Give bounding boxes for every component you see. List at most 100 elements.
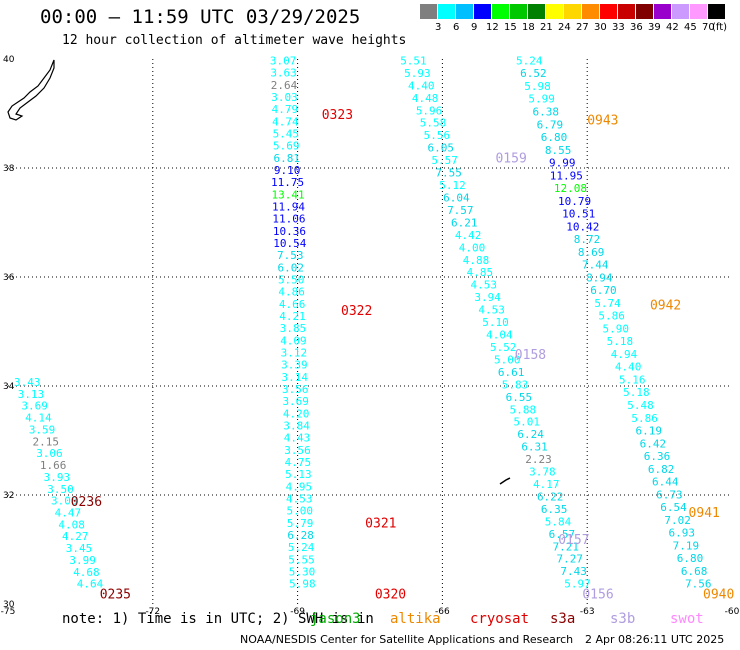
wave-height-value: 4.04 [486, 329, 513, 342]
wave-height-value: 10.36 [273, 225, 306, 238]
wave-height-value: 4.75 [285, 456, 312, 469]
legend-label: 42 [666, 22, 679, 33]
wave-height-value: 11.94 [272, 200, 305, 213]
coastline [7, 59, 55, 121]
wave-height-value: 5.18 [623, 386, 650, 399]
footer-note: note: 1) Time is in UTC; 2) SWH is in [62, 611, 374, 627]
wave-height-value: 3.93 [44, 471, 71, 484]
wave-height-value: 6.79 [537, 118, 564, 131]
wave-height-value: 11.06 [272, 213, 305, 226]
wave-height-value: 3.59 [29, 423, 56, 436]
wave-height-value: 5.10 [482, 316, 509, 329]
wave-height-value: 6.44 [652, 476, 679, 489]
legend-label: 30 [594, 22, 607, 33]
pass-time-label: 0941 [689, 506, 720, 521]
wave-height-value: 1.66 [40, 459, 67, 472]
wave-height-value: 6.38 [533, 105, 560, 118]
wave-height-value: 4.00 [459, 241, 486, 254]
wave-height-value: 4.64 [77, 578, 104, 591]
legend-swatch [564, 4, 581, 19]
wave-height-value: 3.12 [281, 346, 308, 359]
wave-height-value: 5.24 [516, 54, 543, 67]
wave-height-value: 4.17 [533, 478, 560, 491]
wave-height-value: 3.06 [36, 447, 63, 460]
wave-height-value: 5.30 [289, 565, 316, 578]
wave-height-value: 4.14 [25, 412, 52, 425]
wave-height-value: 5.45 [273, 127, 300, 140]
wave-height-value: 2.64 [271, 79, 298, 92]
wave-height-value: 6.36 [644, 450, 671, 463]
satellite-label-s3a: s3a [550, 611, 576, 627]
wave-height-value: 5.01 [514, 416, 541, 429]
wave-height-value: 7.02 [664, 514, 691, 527]
wave-height-value: 3.43 [14, 376, 41, 389]
wave-height-value: 2.23 [525, 453, 552, 466]
wave-height-value: 4.40 [408, 79, 435, 92]
legend-label: 39 [648, 22, 661, 33]
wave-height-value: 7.53 [277, 249, 304, 262]
wave-height-value: 4.09 [280, 334, 307, 347]
wave-height-value: 11.75 [271, 176, 304, 189]
lat-tick-label: 40 [3, 55, 15, 65]
wave-height-value: 3.56 [282, 383, 309, 396]
wave-height-value: 5.79 [287, 517, 314, 530]
wave-height-value: 4.95 [286, 480, 313, 493]
wave-height-value: 10.51 [562, 208, 595, 221]
legend-label: 45 [684, 22, 697, 33]
wave-height-value: 5.86 [631, 412, 658, 425]
wave-height-value: 6.93 [668, 527, 695, 540]
page-subtitle: 12 hour collection of altimeter wave hei… [62, 33, 407, 48]
wave-height-value: 3.94 [474, 291, 501, 304]
wave-height-value: 5.97 [564, 578, 591, 591]
satellite-label-altika: altika [390, 611, 441, 627]
legend-label: 3 [435, 22, 442, 33]
wave-height-value: 5.58 [420, 117, 447, 130]
legend-swatch [636, 4, 653, 19]
wave-height-value: 6.35 [541, 503, 568, 516]
pass-time-label: 0322 [341, 304, 372, 319]
pass-time-label: 0323 [322, 108, 353, 123]
wave-height-value: 3.63 [270, 67, 297, 80]
wave-height-value: 4.85 [467, 266, 494, 279]
legend-swatch [510, 4, 527, 19]
wave-height-value: 4.27 [62, 530, 89, 543]
wave-height-value: 4.88 [463, 254, 490, 267]
legend-label: 18 [522, 22, 535, 33]
pass-time-label: 0235 [100, 588, 131, 603]
wave-height-value: 3.78 [529, 466, 556, 479]
wave-height-value: 7.55 [435, 167, 462, 180]
wave-height-value: 4.68 [73, 566, 100, 579]
wave-height-value: 6.68 [681, 565, 708, 578]
wave-height-value: 6.57 [549, 528, 576, 541]
pass-time-label: 0320 [375, 588, 406, 603]
wave-height-value: 6.05 [428, 142, 455, 155]
wave-height-value: 3.13 [18, 388, 45, 401]
wave-height-value: 13.41 [271, 188, 304, 201]
legend-swatch [672, 4, 689, 19]
wave-height-value: 7.44 [582, 259, 609, 272]
wave-height-value: 7.19 [673, 539, 700, 552]
wave-height-value: 4.53 [286, 492, 313, 505]
legend-swatch [708, 4, 725, 19]
pass-time-label: 0321 [365, 517, 396, 532]
legend-swatch [528, 4, 545, 19]
wave-height-value: 6.24 [517, 428, 544, 441]
wave-height-value: 5.88 [510, 403, 537, 416]
wave-height-value: 4.21 [279, 310, 306, 323]
wave-height-value: 5.98 [289, 578, 316, 591]
wave-height-value: 5.52 [490, 341, 517, 354]
wave-height-value: 3.39 [281, 359, 308, 372]
wave-height-value: 6.55 [506, 391, 533, 404]
legend-label: 15 [504, 22, 517, 33]
wave-height-value: 9.10 [274, 164, 301, 177]
wave-height-value: 6.80 [541, 131, 568, 144]
legend-swatch [546, 4, 563, 19]
legend-swatch [456, 4, 473, 19]
wave-height-value: 3.84 [283, 419, 310, 432]
wave-height-value: 3.45 [66, 542, 93, 555]
wave-height-value: 6.28 [287, 529, 314, 542]
legend-label: 21 [540, 22, 553, 33]
wave-height-value: 5.48 [627, 399, 654, 412]
wave-height-value: 5.74 [594, 297, 621, 310]
legend-swatch [420, 4, 437, 19]
